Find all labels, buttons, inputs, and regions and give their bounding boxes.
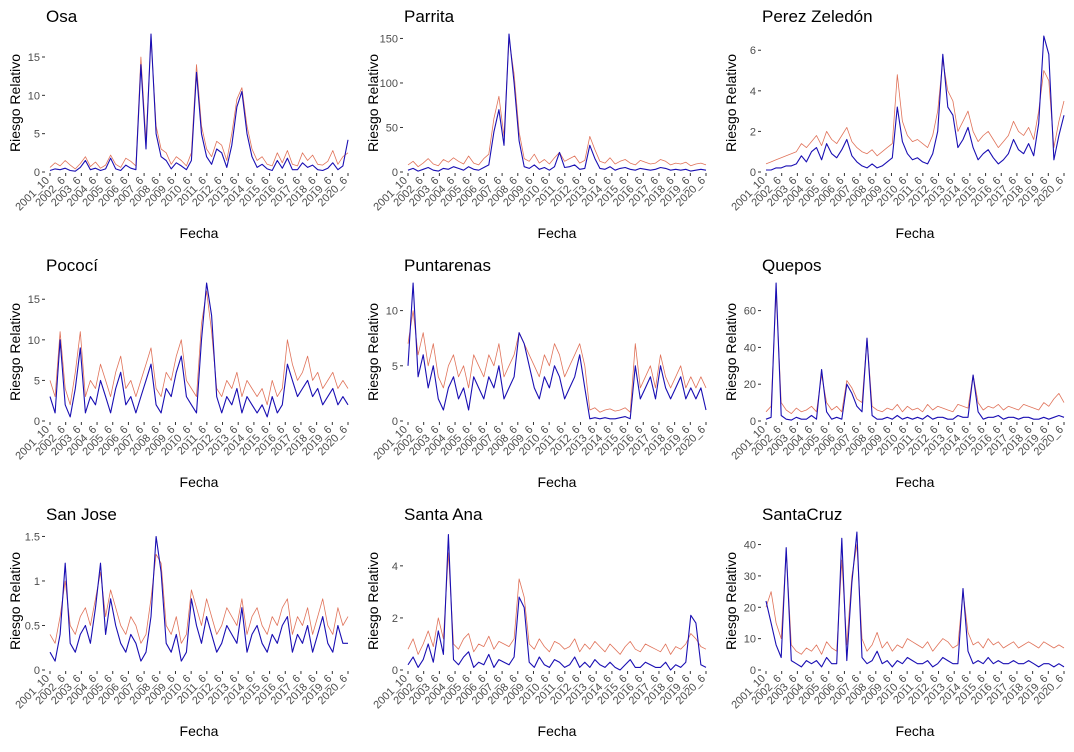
chart-title: Parrita [404,7,455,26]
y-axis-label: Riesgo Relativo [723,552,739,650]
y-tick-label: 0 [34,167,40,179]
y-tick-label: 2 [392,613,398,625]
y-tick-label: 2 [750,126,756,138]
y-tick-label: 4 [750,86,756,98]
x-axis-label: Fecha [180,225,219,241]
series-line-observed [49,33,349,172]
chart-title: Quepos [762,256,822,275]
x-axis-label: Fecha [538,723,577,739]
y-axis-label: Riesgo Relativo [365,552,381,650]
y-tick-label: 20 [744,379,756,391]
y-tick-label: 10 [28,90,40,102]
y-tick-label: 40 [744,342,756,354]
y-tick-label: 0 [750,416,756,428]
y-tick-label: 6 [750,45,756,57]
y-tick-label: 0 [392,665,398,677]
series-line-fitted [407,310,707,413]
chart-title: Puntarenas [404,256,491,275]
y-tick-label: 15 [28,294,40,306]
x-axis-label: Fecha [538,225,577,241]
y-tick-label: 5 [392,361,398,373]
chart-title: Osa [46,7,78,26]
x-axis-label: Fecha [896,474,935,490]
y-axis-label: Riesgo Relativo [7,54,23,152]
x-axis-label: Fecha [180,474,219,490]
series-line-observed [49,282,349,418]
y-tick-label: 10 [28,335,40,347]
series-line-fitted [407,552,707,655]
chart-panel-santa-ana: Santa Ana Riesgo Relativo 0 2 4 2001_10 2002_6… [358,498,716,747]
y-tick-label: 100 [380,78,398,90]
y-tick-label: 0 [34,665,40,677]
chart-panel-parrita: Parrita Riesgo Relativo 0 50 100 150 2001_10 20… [358,0,716,249]
series-line-fitted [49,290,349,406]
y-tick-label: 1 [34,576,40,588]
y-tick-label: 0 [34,416,40,428]
chart-title: San Jose [46,505,117,524]
y-tick-label: 0 [392,416,398,428]
y-axis-label: Riesgo Relativo [365,303,381,401]
y-tick-label: 5 [34,375,40,387]
y-axis-label: Riesgo Relativo [723,303,739,401]
y-tick-label: 0.5 [25,620,40,632]
y-axis-label: Riesgo Relativo [7,552,23,650]
series-line-observed [766,35,1065,171]
y-axis-label: Riesgo Relativo [365,54,381,152]
chart-panel-perez-zeledon: Perez Zeledón Riesgo Relativo 0 2 4 6 2001_10 2… [716,0,1074,249]
y-tick-label: 1.5 [25,531,40,543]
series-line-fitted [765,60,1065,165]
series-line-observed [49,535,348,662]
series-line-observed [407,282,707,420]
y-tick-label: 0 [750,167,756,179]
x-axis-label: Fecha [896,225,935,241]
chart-panel-quepos: Quepos Riesgo Relativo 0 20 40 60 2001_10 2002_… [716,249,1074,498]
series-line-observed [407,33,707,172]
y-axis-label: Riesgo Relativo [723,54,739,152]
series-line-fitted [765,544,1065,655]
series-line-fitted [765,291,1065,415]
x-axis-label: Fecha [180,723,219,739]
series-line-fitted [49,553,349,644]
series-line-observed [765,531,1065,668]
chart-panel-san-jose: San Jose Riesgo Relativo 0 0.5 1 1.5 2001_10 20… [0,498,358,747]
series-line-observed [407,534,707,671]
series-line-observed [765,282,1065,421]
chart-panel-santacruz: SantaCruz Riesgo Relativo 0 10 20 30 40 2001_10… [716,498,1074,747]
series-line-fitted [49,37,349,170]
y-tick-label: 5 [34,129,40,141]
chart-title: Santa Ana [404,505,483,524]
y-tick-label: 10 [386,306,398,318]
chart-title: SantaCruz [762,505,842,524]
y-tick-label: 10 [744,634,756,646]
y-tick-label: 20 [744,602,756,614]
y-tick-label: 30 [744,571,756,583]
y-tick-label: 150 [380,33,398,45]
y-tick-label: 4 [392,561,398,573]
chart-panel-osa: Osa Riesgo Relativo 0 5 10 15 2001_10 2002_6 200… [0,0,358,249]
series-line-fitted [407,38,707,168]
x-axis-label: Fecha [538,474,577,490]
y-tick-label: 60 [744,306,756,318]
x-axis-label: Fecha [896,723,935,739]
y-tick-label: 0 [750,665,756,677]
chart-panel-pococi: Pococí Riesgo Relativo 0 5 10 15 2001_10 2002_6… [0,249,358,498]
y-axis-label: Riesgo Relativo [7,303,23,401]
chart-title: Pococí [46,256,98,275]
y-tick-label: 15 [28,52,40,64]
chart-title: Perez Zeledón [762,7,873,26]
y-tick-label: 50 [386,122,398,134]
y-tick-label: 0 [392,167,398,179]
y-tick-label: 40 [744,540,756,552]
chart-panel-puntarenas: Puntarenas Riesgo Relativo 0 5 10 2001_10 2002… [358,249,716,498]
